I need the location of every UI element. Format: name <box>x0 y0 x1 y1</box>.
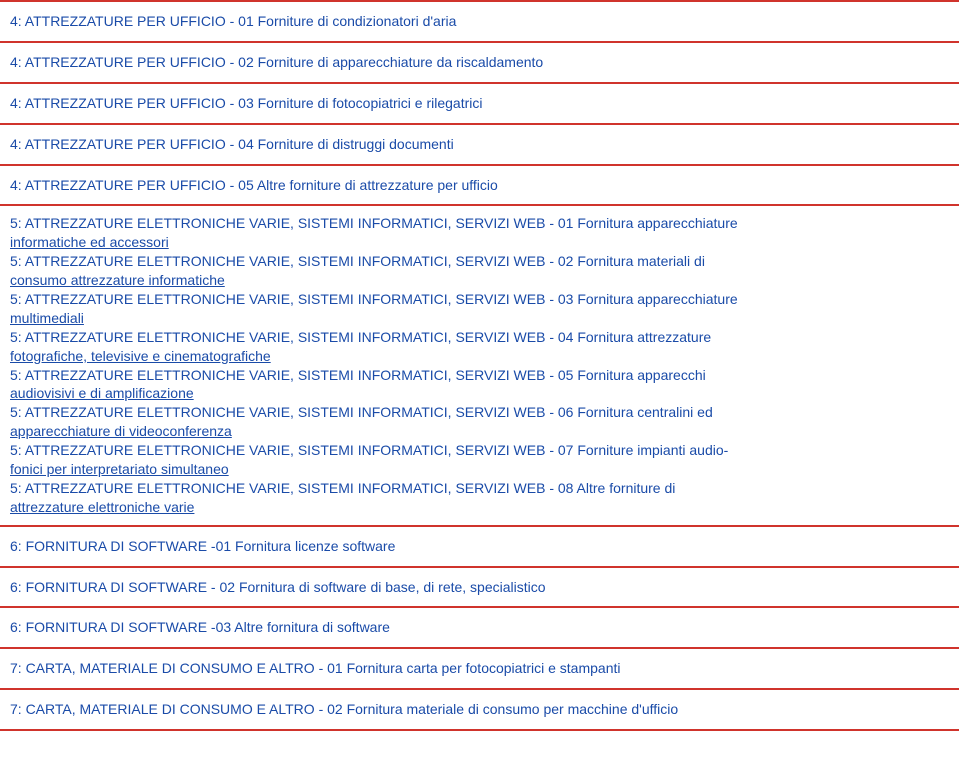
row-text: 7: CARTA, MATERIALE DI CONSUMO E ALTRO -… <box>10 660 621 676</box>
row-text: 4: ATTREZZATURE PER UFFICIO - 03 Fornitu… <box>10 95 483 111</box>
block-item: 5: ATTREZZATURE ELETTRONICHE VARIE, SIST… <box>10 252 949 290</box>
block-line2-underlined: attrezzature elettroniche varie <box>10 498 949 517</box>
block-line1: 5: ATTREZZATURE ELETTRONICHE VARIE, SIST… <box>10 252 949 271</box>
table-cell: 7: CARTA, MATERIALE DI CONSUMO E ALTRO -… <box>0 689 959 730</box>
block-line2-underlined: apparecchiature di videoconferenza <box>10 422 949 441</box>
table-row: 4: ATTREZZATURE PER UFFICIO - 05 Altre f… <box>0 165 959 206</box>
block-item: 5: ATTREZZATURE ELETTRONICHE VARIE, SIST… <box>10 479 949 517</box>
block-line2-underlined: audiovisivi e di amplificazione <box>10 384 949 403</box>
table-cell: 6: FORNITURA DI SOFTWARE -01 Fornitura l… <box>0 526 959 567</box>
table-row: 7: CARTA, MATERIALE DI CONSUMO E ALTRO -… <box>0 689 959 730</box>
block-line1: 5: ATTREZZATURE ELETTRONICHE VARIE, SIST… <box>10 479 949 498</box>
table-cell: 4: ATTREZZATURE PER UFFICIO - 01 Fornitu… <box>0 1 959 42</box>
table-cell: 4: ATTREZZATURE PER UFFICIO - 03 Fornitu… <box>0 83 959 124</box>
block-item: 5: ATTREZZATURE ELETTRONICHE VARIE, SIST… <box>10 441 949 479</box>
table-cell: 4: ATTREZZATURE PER UFFICIO - 05 Altre f… <box>0 165 959 206</box>
table-row: 6: FORNITURA DI SOFTWARE - 02 Fornitura … <box>0 567 959 608</box>
category-table: 4: ATTREZZATURE PER UFFICIO - 01 Fornitu… <box>0 0 959 731</box>
table-row: 5: ATTREZZATURE ELETTRONICHE VARIE, SIST… <box>0 205 959 525</box>
row-text: 6: FORNITURA DI SOFTWARE -03 Altre forni… <box>10 619 390 635</box>
row-text: 4: ATTREZZATURE PER UFFICIO - 05 Altre f… <box>10 177 498 193</box>
block-item: 5: ATTREZZATURE ELETTRONICHE VARIE, SIST… <box>10 290 949 328</box>
block-line1: 5: ATTREZZATURE ELETTRONICHE VARIE, SIST… <box>10 403 949 422</box>
block-line2-underlined: informatiche ed accessori <box>10 233 949 252</box>
row-text: 4: ATTREZZATURE PER UFFICIO - 01 Fornitu… <box>10 13 456 29</box>
row-text: 4: ATTREZZATURE PER UFFICIO - 04 Fornitu… <box>10 136 454 152</box>
table-cell: 6: FORNITURA DI SOFTWARE - 02 Fornitura … <box>0 567 959 608</box>
block-item: 5: ATTREZZATURE ELETTRONICHE VARIE, SIST… <box>10 214 949 252</box>
block-line1: 5: ATTREZZATURE ELETTRONICHE VARIE, SIST… <box>10 366 949 385</box>
block-item: 5: ATTREZZATURE ELETTRONICHE VARIE, SIST… <box>10 366 949 404</box>
table-body: 4: ATTREZZATURE PER UFFICIO - 01 Fornitu… <box>0 1 959 730</box>
row-text: 6: FORNITURA DI SOFTWARE -01 Fornitura l… <box>10 538 395 554</box>
block-item: 5: ATTREZZATURE ELETTRONICHE VARIE, SIST… <box>10 328 949 366</box>
row-text: 7: CARTA, MATERIALE DI CONSUMO E ALTRO -… <box>10 701 678 717</box>
block-line2-underlined: fotografiche, televisive e cinematografi… <box>10 347 949 366</box>
block-line2-underlined: multimediali <box>10 309 949 328</box>
row-text: 6: FORNITURA DI SOFTWARE - 02 Fornitura … <box>10 579 546 595</box>
table-row: 6: FORNITURA DI SOFTWARE -01 Fornitura l… <box>0 526 959 567</box>
table-row: 4: ATTREZZATURE PER UFFICIO - 04 Fornitu… <box>0 124 959 165</box>
block-line2-underlined: fonici per interpretariato simultaneo <box>10 460 949 479</box>
table-row: 4: ATTREZZATURE PER UFFICIO - 03 Fornitu… <box>0 83 959 124</box>
row-text: 4: ATTREZZATURE PER UFFICIO - 02 Fornitu… <box>10 54 543 70</box>
table-row: 4: ATTREZZATURE PER UFFICIO - 01 Fornitu… <box>0 1 959 42</box>
block-line1: 5: ATTREZZATURE ELETTRONICHE VARIE, SIST… <box>10 290 949 309</box>
block-item: 5: ATTREZZATURE ELETTRONICHE VARIE, SIST… <box>10 403 949 441</box>
table-cell: 7: CARTA, MATERIALE DI CONSUMO E ALTRO -… <box>0 648 959 689</box>
table-cell: 5: ATTREZZATURE ELETTRONICHE VARIE, SIST… <box>0 205 959 525</box>
table-cell: 4: ATTREZZATURE PER UFFICIO - 04 Fornitu… <box>0 124 959 165</box>
block-line2-underlined: consumo attrezzature informatiche <box>10 271 949 290</box>
block-line1: 5: ATTREZZATURE ELETTRONICHE VARIE, SIST… <box>10 214 949 233</box>
table-row: 4: ATTREZZATURE PER UFFICIO - 02 Fornitu… <box>0 42 959 83</box>
block-line1: 5: ATTREZZATURE ELETTRONICHE VARIE, SIST… <box>10 328 949 347</box>
block-line1: 5: ATTREZZATURE ELETTRONICHE VARIE, SIST… <box>10 441 949 460</box>
table-row: 6: FORNITURA DI SOFTWARE -03 Altre forni… <box>0 607 959 648</box>
table-row: 7: CARTA, MATERIALE DI CONSUMO E ALTRO -… <box>0 648 959 689</box>
table-cell: 6: FORNITURA DI SOFTWARE -03 Altre forni… <box>0 607 959 648</box>
table-cell: 4: ATTREZZATURE PER UFFICIO - 02 Fornitu… <box>0 42 959 83</box>
